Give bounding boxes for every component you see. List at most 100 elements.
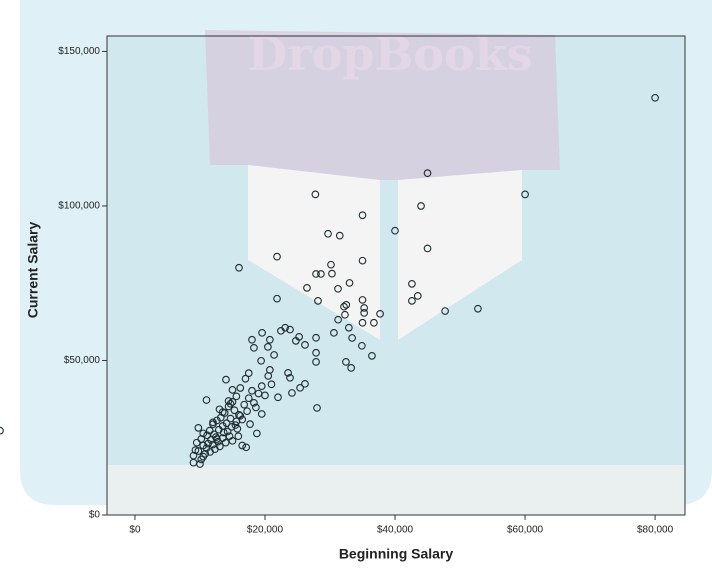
y-tick-label: $50,000 [64, 355, 101, 366]
point [334, 284, 342, 293]
point [261, 391, 269, 400]
point [391, 226, 399, 235]
point [376, 309, 384, 318]
point [360, 309, 368, 317]
point [223, 427, 232, 436]
point [301, 341, 309, 349]
point [360, 304, 368, 312]
point [273, 294, 281, 303]
point [348, 334, 356, 342]
point [341, 310, 349, 319]
point [248, 335, 256, 344]
point [228, 385, 237, 394]
point [358, 341, 366, 350]
point [230, 406, 239, 415]
point [194, 447, 203, 455]
point [327, 260, 335, 269]
point [474, 304, 482, 313]
point [264, 372, 273, 380]
point [267, 380, 276, 389]
point [324, 229, 332, 238]
point [257, 356, 265, 365]
point [303, 284, 311, 292]
point [241, 374, 250, 383]
point [312, 270, 320, 278]
point [313, 404, 321, 412]
point [250, 343, 258, 352]
y-axis-title: Current Salary [25, 222, 41, 319]
point [292, 337, 300, 345]
x-axis-title: Beginning Salary [339, 546, 454, 562]
point [196, 460, 204, 468]
point [226, 399, 235, 408]
point [358, 296, 367, 304]
point [521, 190, 529, 199]
watermark: DropBooks [248, 27, 533, 81]
y-tick-label: $0 [89, 510, 101, 521]
point [252, 403, 260, 412]
point [266, 335, 274, 344]
point [408, 279, 416, 288]
point [233, 424, 242, 433]
point [238, 441, 247, 450]
point [423, 169, 432, 177]
point [209, 418, 217, 427]
x-tick-label: $60,000 [507, 525, 544, 536]
point [244, 394, 253, 403]
point [312, 348, 320, 357]
point [347, 364, 355, 372]
point [246, 420, 254, 428]
point [202, 396, 211, 404]
plot-frame [106, 35, 686, 516]
point [194, 424, 203, 432]
point [257, 410, 266, 418]
point [288, 389, 296, 397]
point [0, 426, 4, 435]
point [248, 386, 256, 395]
point [221, 438, 230, 447]
y-tick-label: $150,000 [58, 46, 100, 57]
point [222, 419, 231, 428]
point [408, 296, 416, 305]
point [345, 279, 354, 287]
point [232, 392, 241, 401]
point [296, 383, 304, 392]
point [218, 408, 227, 416]
point [250, 398, 258, 407]
point [274, 393, 282, 402]
point [244, 369, 253, 378]
point [273, 252, 281, 261]
point [242, 443, 250, 452]
point [236, 411, 245, 420]
point [317, 270, 325, 278]
point [312, 358, 320, 366]
point [199, 429, 208, 438]
point [314, 296, 322, 305]
point [215, 442, 224, 451]
point [345, 323, 353, 332]
x-tick-label: $20,000 [247, 525, 284, 536]
point [335, 231, 344, 240]
point [270, 351, 278, 359]
point [311, 190, 320, 199]
x-tick-label: $80,000 [637, 525, 674, 536]
point [330, 328, 338, 337]
y-tick-label: $100,000 [58, 201, 100, 212]
point [413, 292, 422, 300]
point [192, 438, 201, 447]
point [358, 211, 367, 220]
point [334, 315, 342, 324]
point [441, 307, 449, 315]
point [286, 325, 294, 334]
point [301, 379, 309, 388]
point [222, 375, 230, 384]
point [342, 301, 351, 309]
point [358, 256, 367, 265]
point [342, 358, 350, 366]
point [235, 263, 243, 272]
x-tick-label: $40,000 [377, 525, 414, 536]
point [243, 407, 251, 416]
point [231, 421, 240, 429]
point [368, 351, 376, 360]
